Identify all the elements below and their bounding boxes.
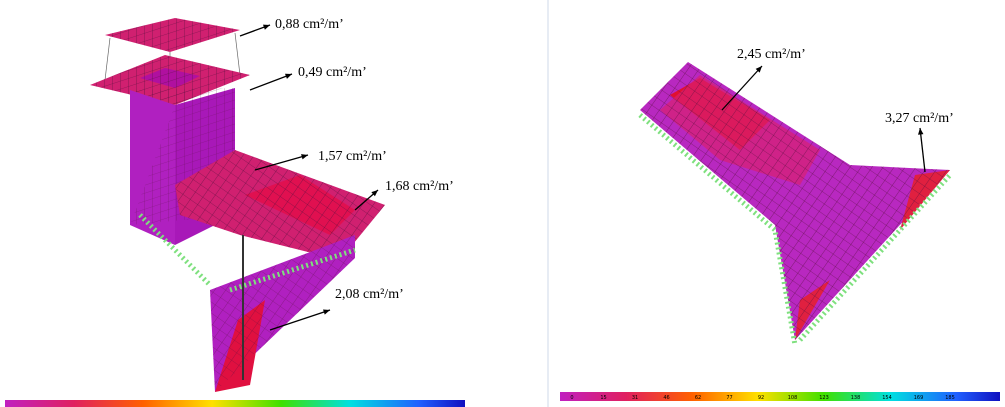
- colorbar-label: 31: [632, 395, 638, 401]
- annotation: 0,88 cm²/m’: [275, 17, 344, 32]
- annotation: 3,27 cm²/m’: [885, 111, 954, 126]
- arrow-head: [285, 74, 292, 79]
- colorbar: [560, 392, 1000, 401]
- arrow: [920, 128, 925, 172]
- colorbar-label: 92: [758, 395, 764, 401]
- colorbar-label: 0: [570, 395, 573, 401]
- annotation: 2,45 cm²/m’: [737, 47, 806, 62]
- arrow-head: [323, 309, 330, 314]
- colorbar-label: 62: [695, 395, 701, 401]
- annotation: 2,08 cm²/m’: [335, 287, 404, 302]
- arrow-head: [263, 25, 270, 30]
- colorbar-label: 154: [882, 395, 892, 401]
- colorbar-label: 123: [819, 395, 829, 401]
- colorbar: [5, 400, 465, 407]
- annotation: 1,57 cm²/m’: [318, 149, 387, 164]
- annotation: 1,68 cm²/m’: [385, 179, 454, 194]
- colorbar-label: 138: [851, 395, 861, 401]
- arrow: [250, 74, 292, 90]
- colorbar-label: 185: [945, 395, 955, 401]
- colorbar-label: 46: [663, 395, 669, 401]
- annotation: 0,49 cm²/m’: [298, 65, 367, 80]
- right-model: [640, 62, 950, 345]
- colorbar-label: 169: [914, 395, 924, 401]
- arrow-head: [301, 154, 308, 159]
- colorbar-label: 77: [726, 395, 732, 401]
- colorbar-label: 108: [788, 395, 798, 401]
- figure: 0,88 cm²/m’ 0,49 cm²/m’ 1,57 cm²/m’ 1,68 cm…: [0, 0, 1005, 407]
- colorbar-label: 15: [600, 395, 606, 401]
